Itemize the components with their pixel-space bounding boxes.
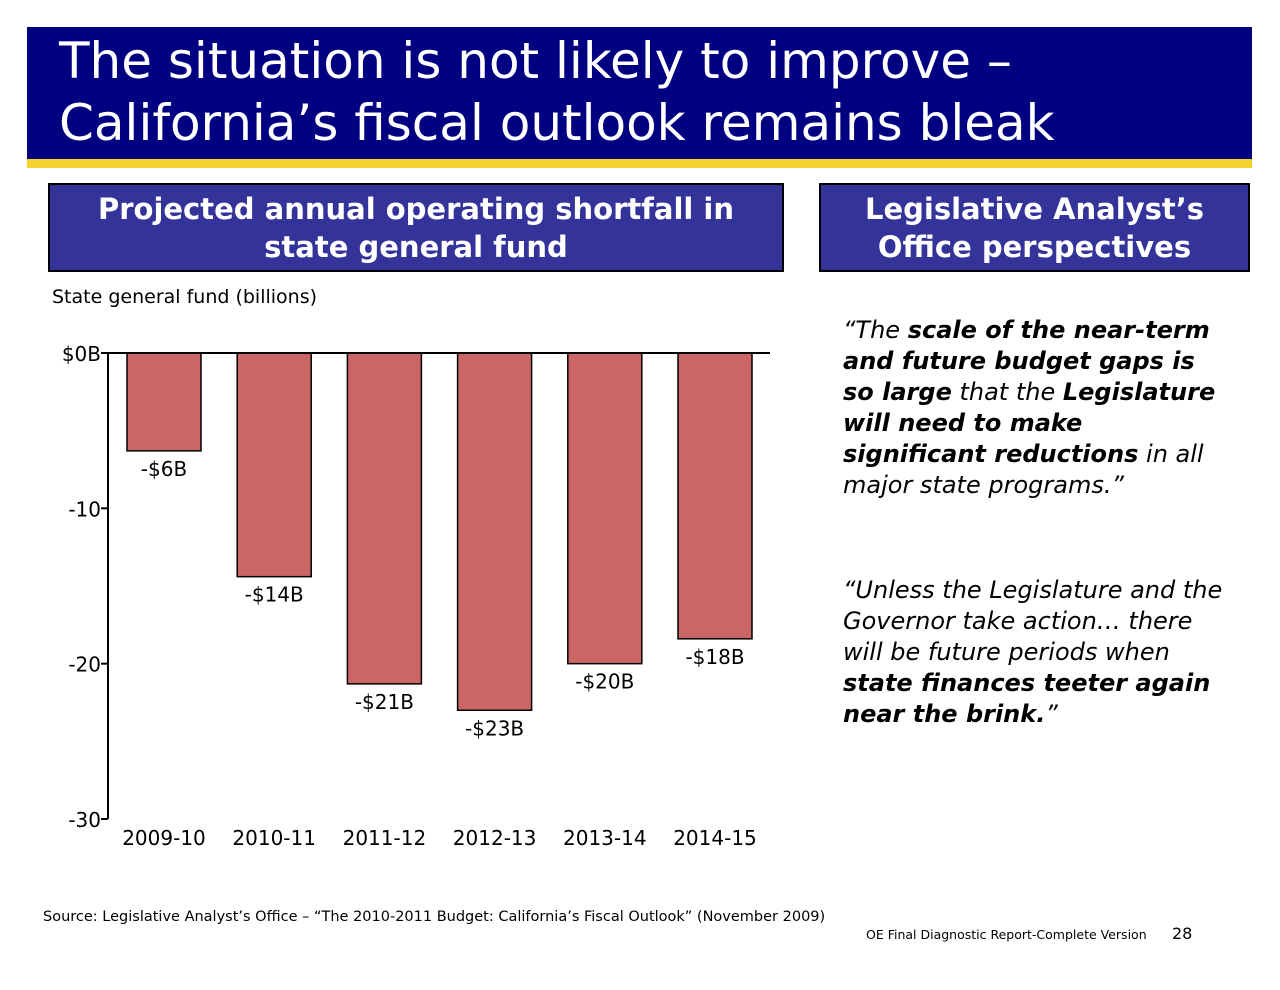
y-tick-label: -10 (68, 497, 101, 521)
quote2-segment: ” (1045, 700, 1058, 728)
data-label-2011-12: -$21B (355, 690, 414, 714)
bar-2011-12 (346, 352, 423, 685)
quote2-segment: “Unless the Legislature and the Governor… (843, 576, 1223, 666)
chart-unit-label: State general fund (billions) (52, 286, 318, 308)
perspectives-section-header-line-1: Legislative Analyst’s (865, 191, 1204, 226)
quote1-segment: “The (843, 316, 908, 344)
bar-2013-14 (567, 352, 643, 665)
x-tick-label-2010-11: 2010-11 (232, 826, 316, 850)
y-tick-label: $0B (62, 342, 101, 366)
perspectives-section-header-line-2: Office perspectives (877, 229, 1192, 264)
bar-2014-15 (677, 352, 753, 640)
quote1-segment: scale of the near-term and future budget… (843, 316, 1210, 406)
quote1-segment: Legislature will need to make significan… (843, 378, 1216, 468)
page-title-line-2: California’s fiscal outlook remains blea… (59, 94, 1055, 152)
chart-section-header: Projected annual operating shortfall in … (48, 183, 784, 272)
lao-quote-2: “Unless the Legislature and the Governor… (843, 575, 1233, 730)
page-title: The situation is not likely to improve –… (59, 30, 1239, 154)
quote1-segment: that the (951, 378, 1063, 406)
y-tick-label: -20 (68, 653, 101, 677)
x-tick-label-2009-10: 2009-10 (122, 826, 206, 850)
data-label-2010-11: -$14B (245, 583, 304, 607)
title-accent-stripe (27, 159, 1252, 168)
perspectives-section-header: Legislative Analyst’s Office perspective… (819, 183, 1250, 272)
x-tick-label-2013-14: 2013-14 (563, 826, 647, 850)
chart-section-header-line-1: Projected annual operating shortfall in (97, 191, 735, 226)
lao-quote-1: “The scale of the near-term and future b… (843, 315, 1233, 501)
page-number: 28 (1172, 924, 1193, 943)
bar-2012-13 (456, 352, 533, 712)
x-tick-label-2014-15: 2014-15 (673, 826, 757, 850)
data-label-2012-13: -$23B (465, 716, 524, 740)
quote2-segment: state finances teeter again near the bri… (843, 669, 1211, 728)
x-tick-label-2011-12: 2011-12 (343, 826, 427, 850)
chart-section-header-line-2: state general fund (264, 229, 568, 264)
source-note: Source: Legislative Analyst’s Office – “… (43, 909, 826, 925)
report-footer-label: OE Final Diagnostic Report-Complete Vers… (866, 927, 1147, 942)
bar-2010-11 (236, 352, 312, 578)
data-label-2014-15: -$18B (685, 645, 744, 669)
x-tick-label-2012-13: 2012-13 (453, 826, 537, 850)
page-title-line-1: The situation is not likely to improve – (59, 32, 1012, 90)
bar-2009-10 (126, 352, 202, 452)
data-label-2009-10: -$6B (141, 457, 187, 481)
quote1-segment: in all major state programs.” (843, 440, 1204, 499)
y-tick-label: -30 (68, 808, 101, 832)
title-band (27, 27, 1252, 159)
data-label-2013-14: -$20B (575, 670, 634, 694)
